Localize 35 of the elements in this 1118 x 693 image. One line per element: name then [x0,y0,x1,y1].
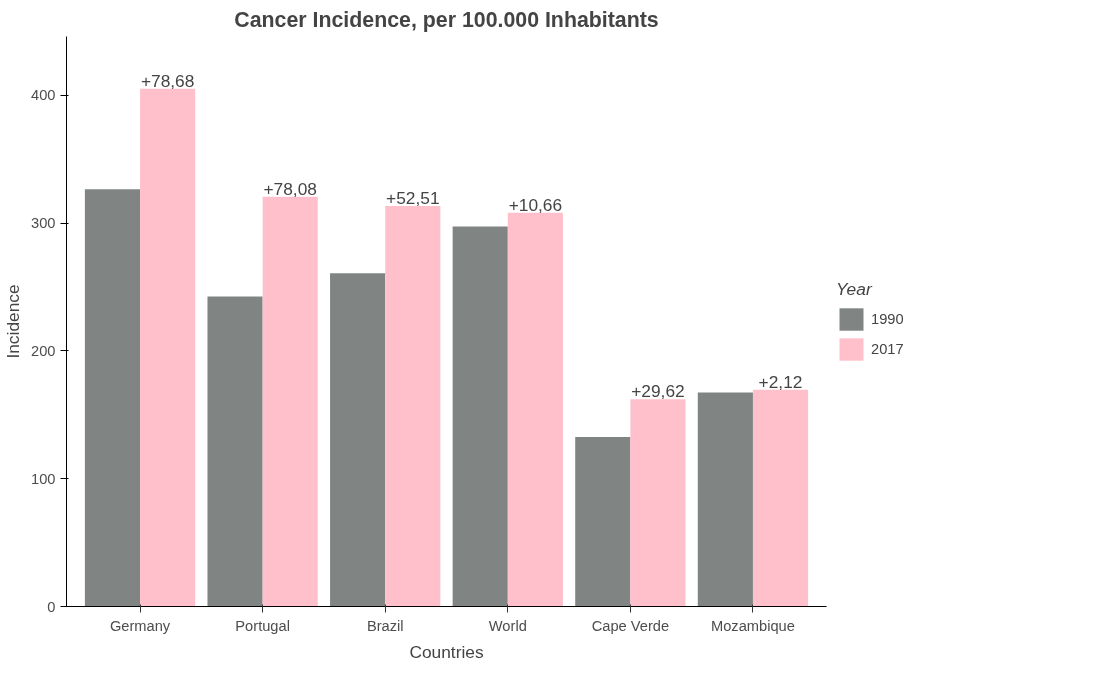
x-tick-label: Brazil [366,617,404,634]
x-tick-label: Mozambique [711,617,795,634]
chart-title: Cancer Incidence, per 100.000 Inhabitants [234,7,659,32]
annotation: +2,12 [758,371,803,392]
bar [752,389,809,607]
legend-label: 1990 [871,311,904,327]
y-tick-label: 100 [31,470,56,487]
y-tick-label: 300 [31,215,56,232]
bar [140,88,196,607]
legend-title: Year [836,279,874,300]
x-tick-label: Cape Verde [591,617,670,634]
bar [84,189,141,607]
annotation: +29,62 [631,381,685,402]
x-tick-label: Portugal [235,617,290,634]
y-axis-title: Incidence [3,284,24,359]
bar [575,437,631,607]
y-tick-label: 200 [31,342,56,359]
legend-label: 2017 [871,341,904,357]
bar [697,392,753,607]
bar [507,212,563,607]
x-axis-title: Countries [409,641,484,662]
x-tick-label: World [488,617,527,634]
y-tick-label: 400 [31,87,56,104]
bar [330,273,386,607]
annotation: +52,51 [386,188,440,209]
annotation: +10,66 [508,194,563,215]
bar [630,399,686,607]
x-tick-label: Germany [109,617,171,634]
bar [262,196,318,607]
annotation: +78,08 [263,178,317,199]
annotation: +78,68 [140,70,195,91]
y-tick-label: 0 [47,598,56,615]
bar [452,226,508,607]
bar [385,206,441,607]
bar [207,296,263,607]
